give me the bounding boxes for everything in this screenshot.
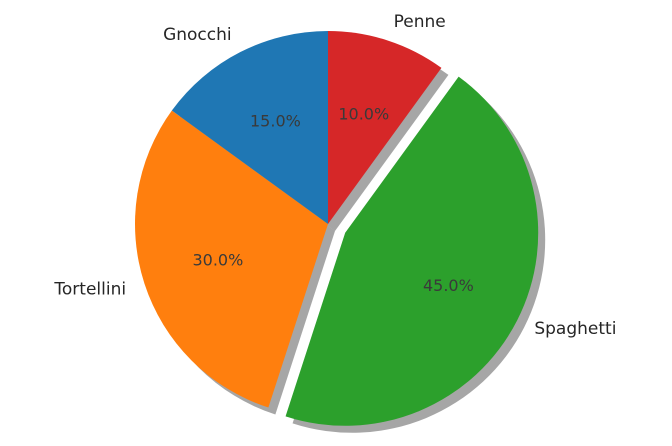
category-label-layer: Penne Spaghetti Tortellini Gnocchi [53,12,616,339]
percent-label-spaghetti: 45.0% [423,276,474,295]
category-label-tortellini: Tortellini [53,280,126,300]
percent-label-gnocchi: 15.0% [250,111,301,130]
slice-tortellini [134,110,328,408]
slice-gnocchi [171,31,328,224]
slice-spaghetti [285,76,539,426]
category-label-gnocchi: Gnocchi [163,25,232,45]
category-label-penne: Penne [394,12,446,32]
percent-label-tortellini: 30.0% [192,250,243,269]
percent-label-penne: 10.0% [338,104,389,123]
slice-layer [134,31,539,426]
percent-label-layer: 10.0% 45.0% 30.0% 15.0% [192,104,473,294]
slice-penne [328,31,442,224]
category-label-spaghetti: Spaghetti [534,319,616,339]
